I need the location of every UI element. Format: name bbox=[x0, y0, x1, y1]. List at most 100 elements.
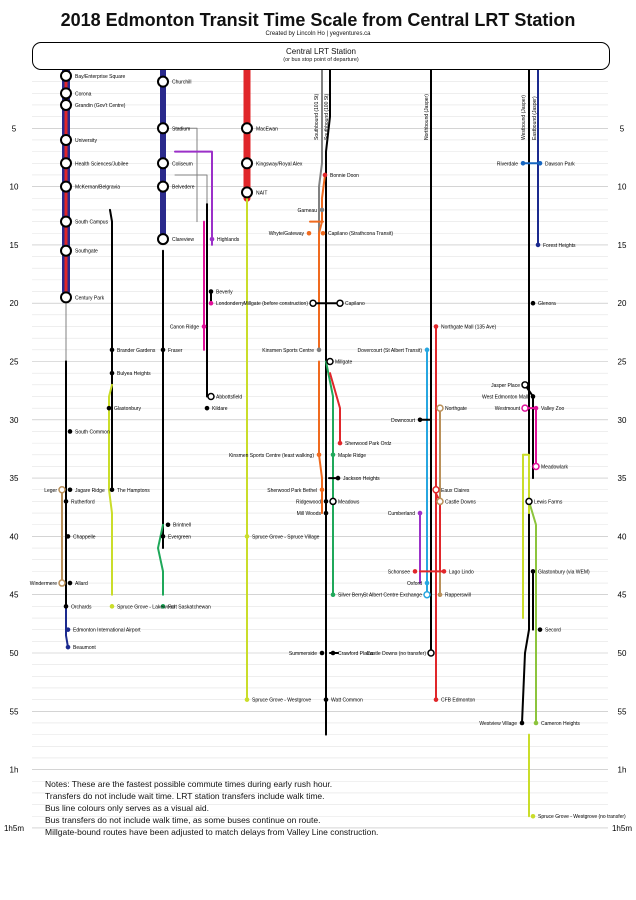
time-tick-label: 45 bbox=[10, 591, 19, 600]
stop-marker bbox=[208, 300, 214, 306]
stop-marker bbox=[109, 487, 115, 493]
column-header: Northbound (Jasper) bbox=[424, 94, 430, 140]
note-line: Notes: These are the fastest possible co… bbox=[45, 779, 333, 789]
route-line bbox=[108, 383, 113, 596]
time-tick-label: 5 bbox=[620, 124, 625, 133]
stop-label: Northgate bbox=[445, 406, 467, 412]
transfer-marker bbox=[525, 497, 533, 506]
stop-marker bbox=[323, 697, 329, 702]
time-tick-label: 1h bbox=[10, 766, 19, 775]
stop-marker bbox=[306, 230, 312, 236]
time-tick-label: 10 bbox=[10, 183, 19, 192]
stop-label: Secord bbox=[545, 628, 561, 634]
stop-label: West Edmonton Mall bbox=[482, 394, 528, 400]
transfer-marker bbox=[58, 579, 66, 587]
route-line bbox=[325, 69, 331, 736]
stop-marker bbox=[530, 813, 536, 819]
stop-label: Capilano bbox=[345, 301, 365, 307]
stop-marker bbox=[537, 160, 543, 166]
stop-marker bbox=[530, 300, 536, 306]
stop-labels: Bay/Enterprise Square Corona Grandin (Gov'… bbox=[30, 74, 626, 820]
page-title: 2018 Edmonton Transit Time Scale from Ce… bbox=[60, 10, 576, 30]
stop-marker bbox=[244, 697, 250, 702]
stop-label: Forest Heights bbox=[543, 243, 576, 249]
route-line bbox=[528, 500, 537, 724]
stop-label: Spruce Grove - Spruce Village bbox=[252, 534, 320, 540]
stop-label: Jasper Place bbox=[491, 383, 520, 389]
time-tick-label: 55 bbox=[618, 707, 627, 716]
stop-marker bbox=[424, 347, 430, 353]
stop-label: Capilano (Strathcona Transit) bbox=[328, 231, 393, 237]
stop-marker bbox=[244, 534, 250, 539]
stop-label: Beverly bbox=[216, 290, 233, 296]
stop-label: Ridgewood bbox=[296, 499, 321, 505]
route-line bbox=[109, 208, 113, 491]
transfer-marker bbox=[309, 299, 317, 307]
origin-subtitle: (or bus stop point of departure) bbox=[283, 57, 359, 63]
time-tick-label: 55 bbox=[10, 707, 19, 716]
transfer-marker bbox=[521, 381, 529, 389]
stop-marker bbox=[424, 580, 430, 586]
stop-label: Canon Ridge bbox=[170, 325, 199, 331]
route-line bbox=[174, 150, 213, 246]
route-line bbox=[522, 453, 530, 515]
time-tick-label: 1h5m bbox=[4, 824, 24, 833]
time-tick-label: 10 bbox=[618, 183, 627, 192]
stop-label: NAIT bbox=[256, 190, 267, 196]
stop-marker bbox=[319, 207, 325, 213]
stop-label: Sherwood Park Ordz bbox=[345, 441, 392, 447]
stop-label: Leger bbox=[44, 488, 57, 494]
route-line bbox=[524, 407, 537, 468]
stop-marker bbox=[533, 405, 539, 411]
time-tick-label: 25 bbox=[618, 358, 627, 367]
stop-marker bbox=[160, 347, 166, 353]
station-marker bbox=[241, 157, 253, 170]
transfer-marker bbox=[532, 462, 540, 471]
stop-label: Valley Zoo bbox=[541, 406, 564, 412]
stop-marker bbox=[67, 487, 73, 493]
stop-marker bbox=[433, 324, 439, 329]
time-tick-label: 15 bbox=[10, 241, 19, 250]
station-marker bbox=[60, 87, 72, 100]
transfer-marker bbox=[436, 404, 444, 412]
stop-marker bbox=[537, 627, 543, 632]
stop-label: South Campus bbox=[75, 220, 109, 226]
column-header: Eastbound (Jasper) bbox=[532, 96, 538, 140]
time-tick-label: 5 bbox=[12, 124, 17, 133]
stop-label: Northgate Mall (135 Ave) bbox=[441, 325, 497, 331]
stop-label: Brander Gardens bbox=[117, 348, 156, 354]
stop-marker bbox=[160, 604, 166, 609]
stop-marker bbox=[63, 604, 69, 609]
stop-label: Eaux Claires bbox=[441, 488, 470, 494]
route-line bbox=[325, 360, 334, 596]
stop-marker bbox=[109, 604, 115, 609]
stop-label: Bulyea Heights bbox=[117, 371, 151, 377]
stop-label: The Hamptons bbox=[117, 488, 150, 494]
stop-label: Health Sciences/Jubilee bbox=[75, 161, 129, 167]
stop-label: Castle Downs bbox=[445, 499, 476, 505]
stop-marker bbox=[330, 650, 336, 656]
stop-label: Whyte/Gateway bbox=[269, 231, 305, 237]
stop-marker bbox=[65, 644, 71, 650]
station-marker bbox=[60, 180, 72, 193]
stop-label: Millgate (before construction) bbox=[244, 301, 309, 307]
stop-marker bbox=[323, 499, 329, 504]
station-marker bbox=[60, 244, 72, 257]
stop-label: Maple Ridge bbox=[338, 453, 366, 459]
stop-marker bbox=[316, 347, 322, 353]
stop-label: Londonderry bbox=[216, 301, 245, 307]
transfer-marker bbox=[326, 357, 334, 366]
stop-marker bbox=[535, 242, 541, 248]
route-line bbox=[174, 127, 198, 223]
stop-marker bbox=[519, 720, 525, 726]
stop-label: Cumberland bbox=[388, 511, 415, 517]
stop-label: Spruce Grove - Westgrove (no transfer) bbox=[538, 814, 626, 820]
station-marker bbox=[60, 215, 72, 228]
credit-line: Created by Lincoln Ho | yegventures.ca bbox=[265, 31, 371, 37]
stop-label: Glastonbury bbox=[114, 406, 141, 412]
time-tick-label: 35 bbox=[10, 474, 19, 483]
stop-marker bbox=[65, 534, 71, 539]
stop-label: Churchill bbox=[172, 80, 191, 86]
stop-label: Dovercourt (St Albert Transit) bbox=[358, 348, 423, 354]
